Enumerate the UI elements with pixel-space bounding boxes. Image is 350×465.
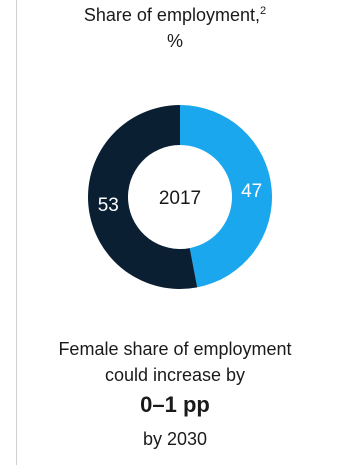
donut-slice-female bbox=[180, 105, 273, 288]
chart-title: Share of employment,2 % bbox=[0, 2, 350, 54]
donut-value-label-female: 47 bbox=[241, 181, 262, 202]
title-footnote: 2 bbox=[259, 5, 267, 17]
footer-line-2: could increase by bbox=[104, 365, 246, 385]
title-line: Share of employment,2 bbox=[0, 2, 350, 28]
chart-footer: Female share of employment could increas… bbox=[0, 336, 350, 452]
footer-line-1: Female share of employment bbox=[58, 339, 292, 359]
title-unit: % bbox=[166, 31, 183, 51]
left-divider bbox=[16, 0, 17, 465]
title-text: Share of employment, bbox=[83, 5, 260, 25]
donut-slice-male bbox=[88, 105, 198, 289]
donut-center-label: 2017 bbox=[159, 188, 201, 209]
footer-year: by 2030 bbox=[142, 429, 208, 449]
donut-value-label-male: 53 bbox=[98, 195, 119, 216]
footer-highlight: 0–1 pp bbox=[140, 392, 210, 417]
